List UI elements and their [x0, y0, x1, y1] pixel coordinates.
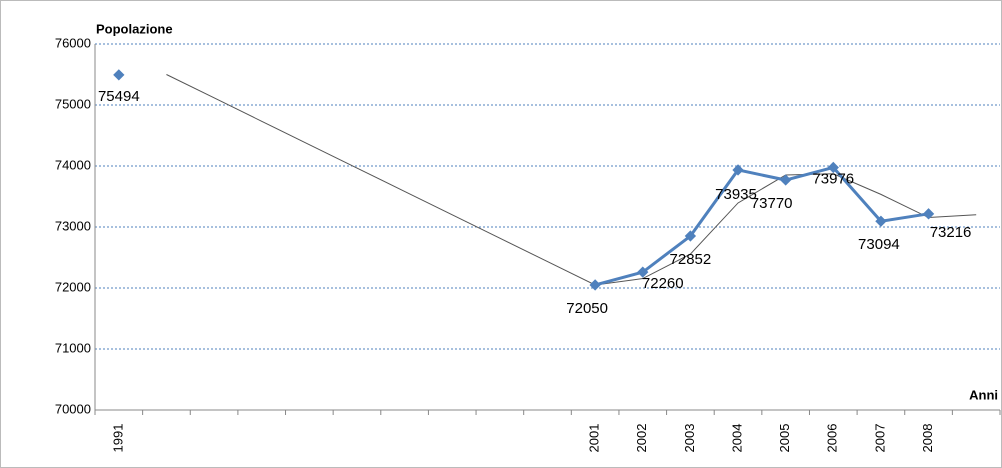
y-tick-label: 74000 — [55, 157, 91, 172]
data-label: 72260 — [642, 275, 684, 292]
data-point — [637, 266, 649, 278]
y-axis-title: Popolazione — [96, 21, 173, 36]
x-tick-label: 2001 — [587, 424, 602, 453]
x-tick-label: 1991 — [110, 424, 125, 453]
data-label: 75494 — [98, 88, 140, 105]
x-tick-label: 2005 — [777, 424, 792, 453]
data-label: 73216 — [930, 224, 972, 241]
x-axis-title: Anni — [969, 387, 998, 402]
y-tick-label: 73000 — [55, 218, 91, 233]
data-point — [827, 161, 839, 174]
data-label: 73094 — [858, 236, 900, 253]
data-label: 73976 — [812, 170, 854, 187]
data-label: 72852 — [670, 251, 712, 268]
data-point — [922, 208, 935, 220]
x-tick-label: 2004 — [729, 424, 744, 453]
x-tick-label: 2002 — [634, 424, 649, 453]
data-point — [732, 164, 744, 176]
y-tick-label: 71000 — [55, 340, 91, 355]
y-tick-label: 76000 — [55, 35, 91, 50]
x-tick-label: 2006 — [825, 424, 840, 453]
y-tick-label: 75000 — [55, 96, 91, 111]
x-tick-label: 2003 — [682, 424, 697, 453]
data-label: 73770 — [751, 195, 793, 212]
y-tick-label: 72000 — [55, 279, 91, 294]
x-tick-label: 2008 — [920, 424, 935, 453]
data-point — [589, 279, 601, 291]
data-point — [684, 230, 697, 242]
y-tick-label: 70000 — [55, 401, 91, 416]
data-label: 72050 — [566, 300, 608, 317]
data-point — [780, 174, 792, 186]
x-tick-label: 2007 — [872, 424, 887, 453]
data-line — [594, 165, 929, 287]
data-point — [875, 215, 887, 227]
data-label: 73935 — [715, 186, 757, 203]
